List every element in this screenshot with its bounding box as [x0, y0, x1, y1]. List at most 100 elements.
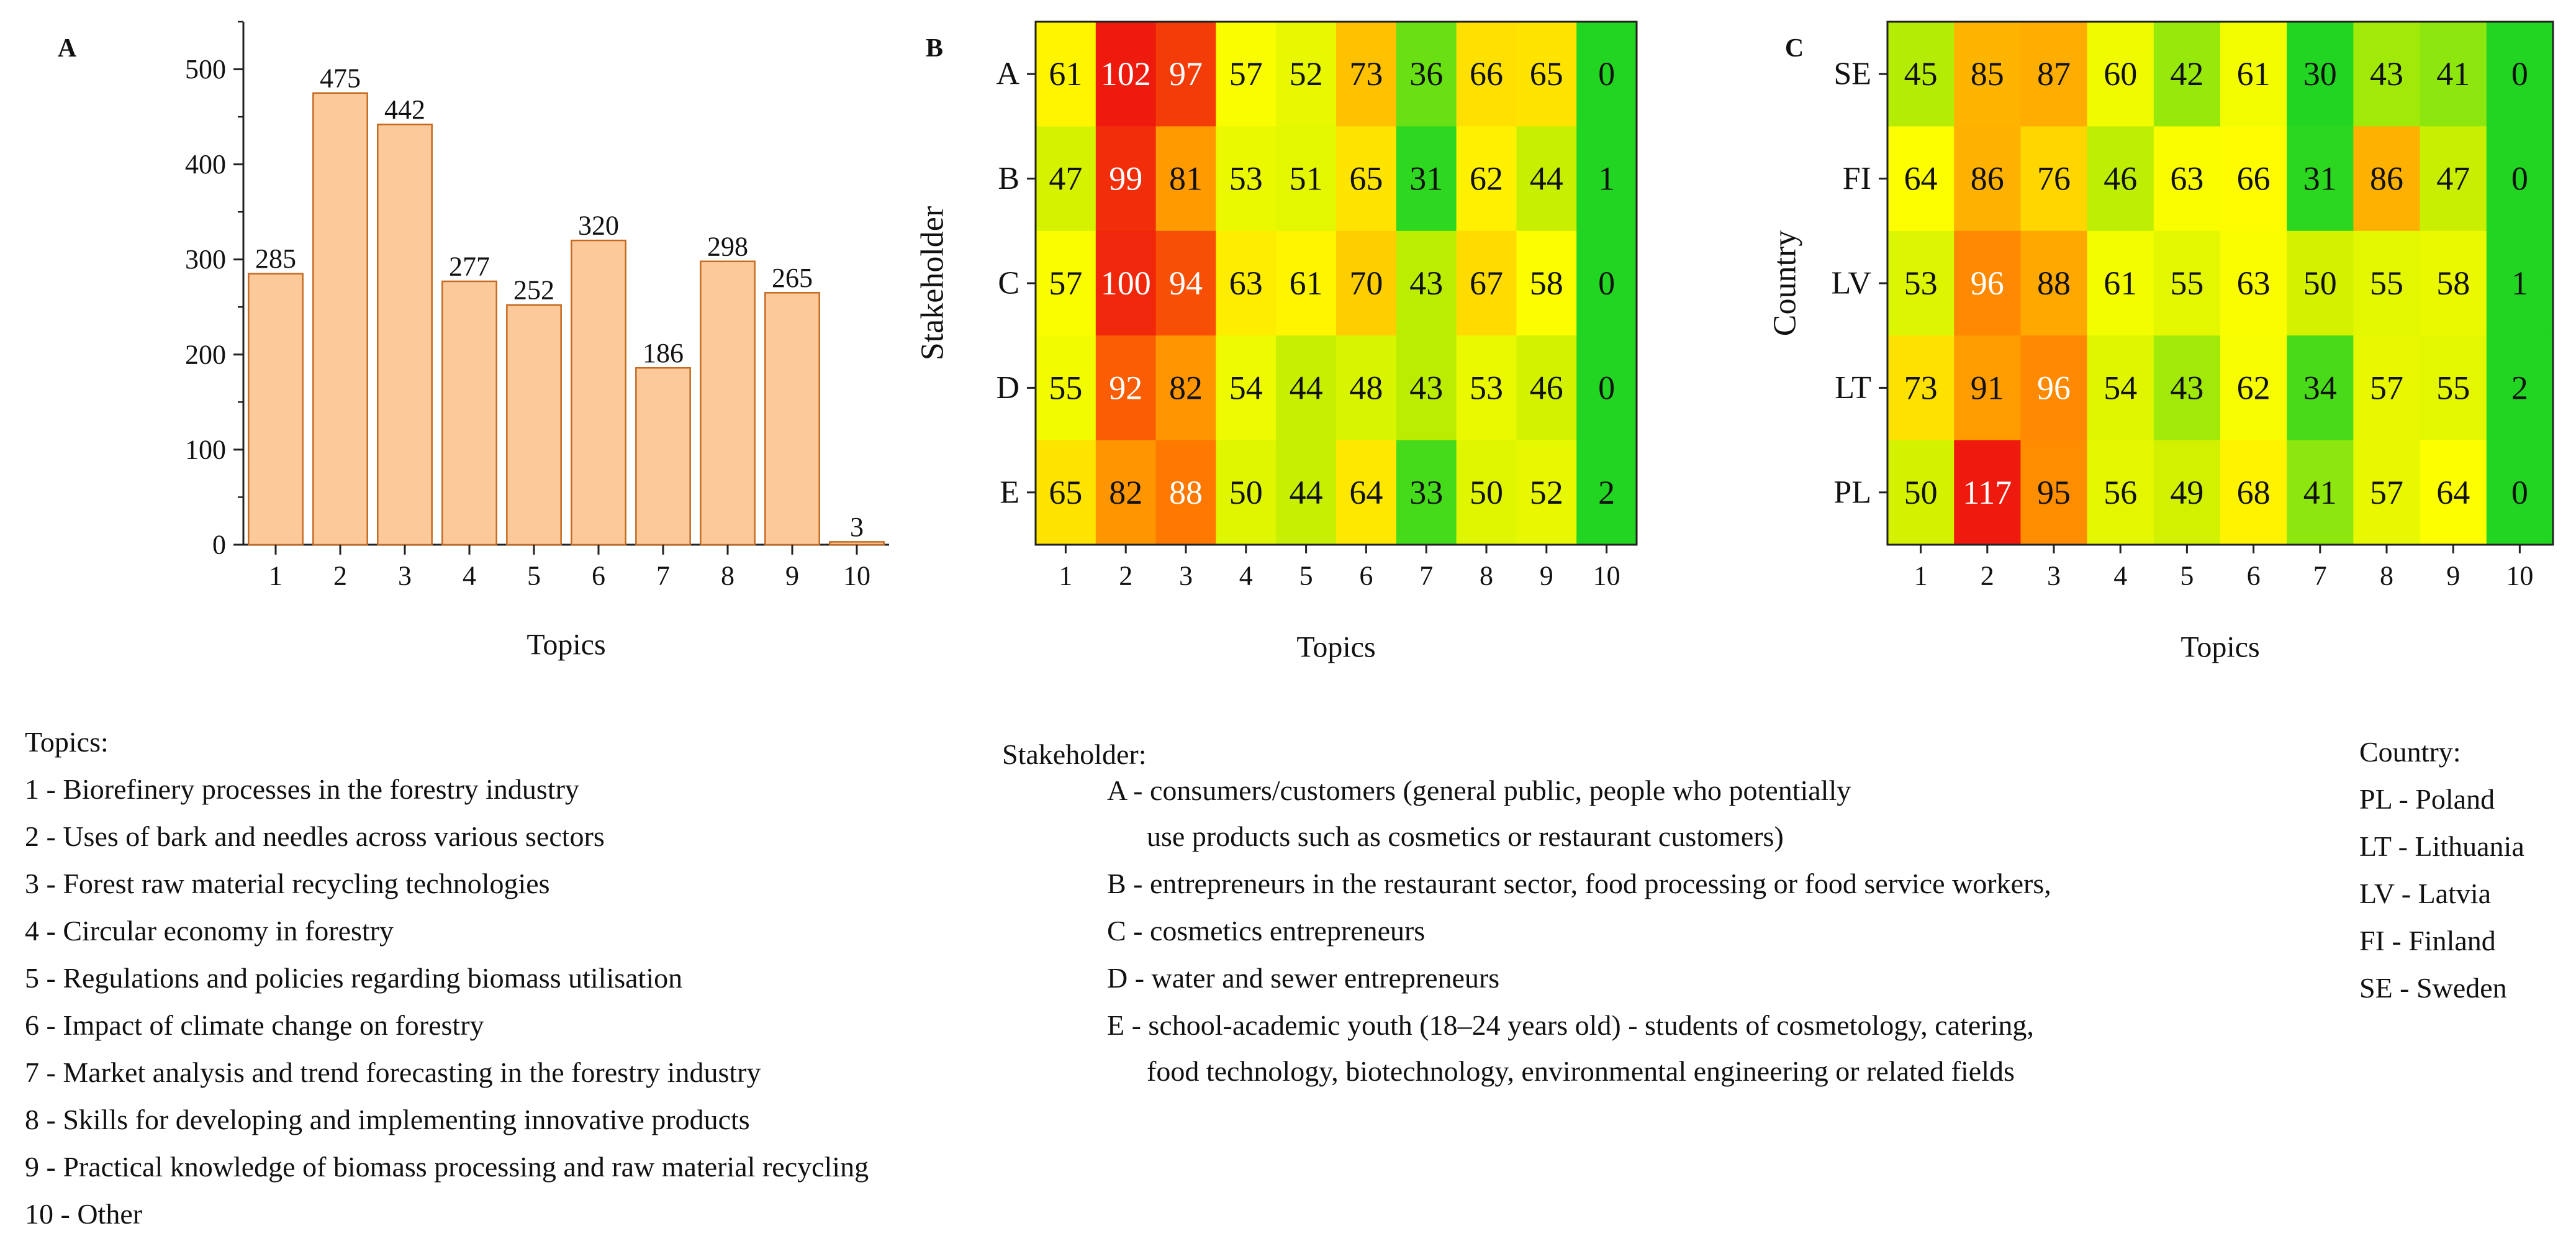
heatmap-cell	[2287, 22, 2354, 127]
heatmap-cell	[1516, 335, 1577, 441]
cell-value-label: 43	[2370, 55, 2403, 93]
x-tick-label: 10	[2506, 561, 2533, 591]
cell-value-label: 47	[2436, 160, 2470, 198]
heatmap-cell	[2353, 335, 2421, 441]
heatmap-cell	[2153, 126, 2221, 232]
heatmap-cell	[1036, 230, 1096, 336]
x-tick-label: 1	[1059, 561, 1072, 591]
panel-a-label: A	[58, 34, 77, 63]
heatmap-cell	[2220, 335, 2287, 441]
heatmap-cell	[2153, 440, 2221, 545]
heatmap-cell	[2353, 440, 2421, 545]
cell-value-label: 66	[2237, 160, 2271, 198]
heatmap-cell	[1155, 22, 1216, 127]
cell-value-label: 48	[1349, 369, 1383, 406]
cell-value-label: 62	[2237, 369, 2271, 406]
cell-value-label: 43	[2170, 369, 2203, 406]
x-tick-label: 2	[333, 561, 347, 591]
cell-value-label: 64	[1904, 160, 1938, 198]
cell-value-label: 42	[2170, 55, 2203, 93]
x-tick-label: 5	[2180, 561, 2194, 591]
topics-legend-item: 1 - Biorefinery processes in the forestr…	[25, 773, 579, 805]
heatmap-cell	[2020, 230, 2088, 336]
cell-value-label: 55	[2370, 265, 2403, 302]
cell-value-label: 91	[1971, 369, 2004, 406]
topics-legend: Topics: 1 - Biorefinery processes in the…	[25, 728, 869, 1229]
x-tick-label: 7	[2313, 561, 2327, 591]
topics-legend-item: 7 - Market analysis and trend forecastin…	[25, 1056, 761, 1088]
bar	[312, 92, 368, 546]
heatmap-cell	[2020, 126, 2088, 232]
cell-value-label: 57	[2370, 369, 2403, 406]
bar-value-label: 442	[384, 94, 425, 125]
cell-value-label: 86	[1971, 160, 2004, 198]
bar-value-label: 252	[513, 275, 554, 306]
x-axis-title: Topics	[2181, 631, 2259, 664]
stakeholder-legend-item: A - consumers/customers (general public,…	[1107, 775, 1851, 806]
heatmap-cell	[1887, 440, 1955, 545]
cell-value-label: 0	[1598, 369, 1615, 406]
cell-value-label: 81	[1169, 160, 1203, 198]
x-tick-label: 6	[1359, 561, 1373, 591]
heatmap-cell	[2020, 22, 2088, 127]
cell-value-label: 30	[2303, 55, 2337, 93]
heatmap-cell	[1576, 22, 1637, 127]
cell-value-label: 100	[1101, 265, 1151, 302]
cell-value-label: 102	[1101, 55, 1151, 93]
cell-value-label: 82	[1109, 474, 1142, 511]
y-axis-title: Country	[1768, 230, 1803, 336]
heatmap-cell	[2220, 440, 2287, 545]
heatmap-cell	[2420, 22, 2487, 127]
cell-value-label: 60	[2104, 55, 2137, 93]
x-axis-title: Topics	[1296, 631, 1375, 664]
panel-b-label: B	[926, 34, 943, 63]
heatmap-cell	[1516, 440, 1577, 545]
x-tick-label: 5	[527, 561, 541, 591]
cell-value-label: 61	[2237, 55, 2271, 93]
y-tick-label: 500	[185, 54, 226, 84]
heatmap-cell	[1216, 22, 1277, 127]
cell-value-label: 64	[2436, 474, 2470, 511]
country-legend-item: LV - Latvia	[2359, 878, 2492, 909]
x-tick-label: 10	[843, 561, 870, 591]
heatmap-cell	[1396, 126, 1457, 232]
topics-legend-item: 5 - Regulations and policies regarding b…	[25, 962, 683, 994]
heatmap-cell	[1887, 230, 1955, 336]
cell-value-label: 1	[1598, 160, 1615, 198]
cell-value-label: 53	[1904, 265, 1938, 302]
x-tick-label: 1	[269, 561, 282, 591]
panel-c-heatmap: C45 85 87 60 42 61 30 43 41 064 86 76 46 63 66 31 86 47 05…	[1768, 20, 2554, 664]
cell-value-label: 53	[1229, 160, 1263, 198]
cell-value-label: 73	[1349, 55, 1383, 93]
y-tick-label: FI	[1843, 161, 1871, 196]
heatmap-cell	[1456, 440, 1517, 545]
cell-value-label: 1	[2511, 265, 2528, 302]
cell-value-label: 0	[2511, 474, 2528, 511]
cell-value-label: 55	[2170, 265, 2203, 302]
heatmap-cell	[2220, 126, 2287, 232]
cell-value-label: 54	[1229, 369, 1263, 406]
x-tick-label: 10	[1593, 561, 1620, 591]
topics-legend-item: 8 - Skills for developing and implementi…	[25, 1104, 750, 1135]
cell-value-label: 61	[1049, 55, 1082, 93]
heatmap-cell	[1276, 126, 1337, 232]
stakeholder-legend-item: use products such as cosmetics or restau…	[1147, 820, 1784, 852]
cell-value-label: 51	[1290, 160, 1323, 198]
heatmap-cell	[1276, 440, 1337, 545]
heatmap-cell	[2153, 22, 2221, 127]
heatmap-cell	[1576, 440, 1637, 545]
heatmap-cell	[1216, 440, 1277, 545]
heatmap-cell	[2420, 230, 2487, 336]
heatmap-cell	[1336, 440, 1397, 545]
cell-value-label: 52	[1290, 55, 1323, 93]
cell-value-label: 95	[2037, 474, 2071, 511]
cell-value-label: 63	[2237, 265, 2271, 302]
heatmap-cell	[1155, 335, 1216, 441]
cell-value-label: 65	[1530, 55, 1563, 93]
cell-value-label: 117	[1963, 474, 2012, 511]
cell-value-label: 49	[2170, 474, 2203, 511]
heatmap-cell	[1576, 230, 1637, 336]
heatmap-cell	[2353, 230, 2421, 336]
cell-value-label: 56	[2104, 474, 2137, 511]
